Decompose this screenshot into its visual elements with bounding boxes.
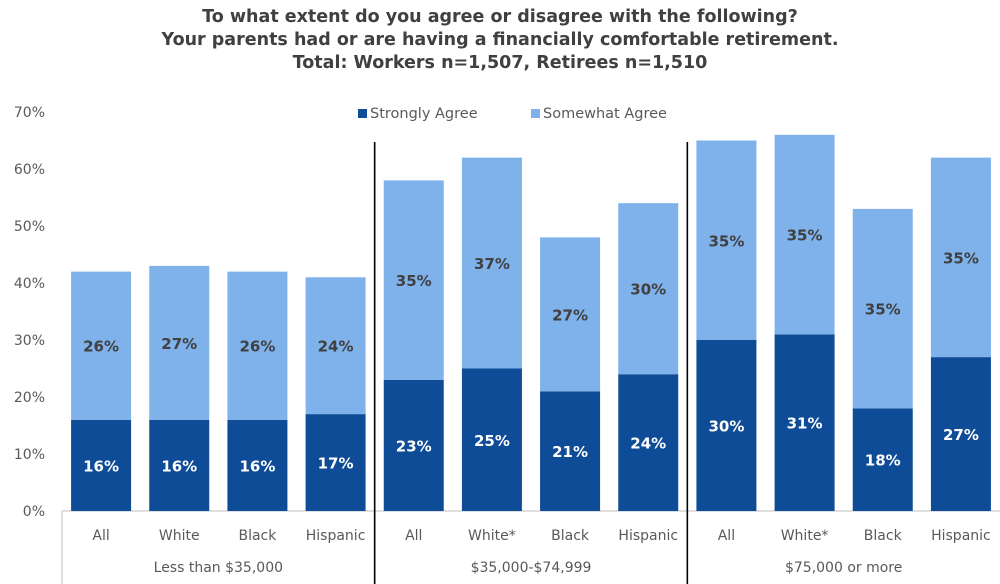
x-tick-label: All <box>405 528 422 544</box>
y-tick-label: 0% <box>23 504 45 520</box>
bar-somewhat-agree <box>774 134 835 335</box>
data-label-strongly-agree: 16% <box>239 457 275 475</box>
x-tick-label: Black <box>238 528 277 544</box>
data-label-strongly-agree: 17% <box>318 455 354 473</box>
y-tick-label: 60% <box>14 162 45 178</box>
y-tick-label: 30% <box>14 333 45 349</box>
data-label-strongly-agree: 16% <box>83 457 119 475</box>
data-label-strongly-agree: 24% <box>630 435 666 453</box>
data-label-somewhat-agree: 26% <box>83 338 119 356</box>
x-tick-label: Hispanic <box>618 528 678 544</box>
bar-strongly-agree <box>774 334 835 511</box>
bar-somewhat-agree <box>71 271 132 420</box>
bar-somewhat-agree <box>305 277 366 415</box>
bar-somewhat-agree <box>149 265 210 420</box>
bar-strongly-agree <box>618 374 679 511</box>
bar-somewhat-agree <box>227 271 288 420</box>
data-label-somewhat-agree: 24% <box>318 338 354 356</box>
data-label-strongly-agree: 30% <box>708 418 744 436</box>
group-label: $35,000-$74,999 <box>471 560 592 576</box>
chart-title-line-3: Total: Workers n=1,507, Retirees n=1,510 <box>292 53 708 73</box>
bar-somewhat-agree <box>852 208 913 409</box>
legend-swatch-strongly-agree <box>358 109 367 118</box>
bar-strongly-agree <box>461 368 522 511</box>
bar-strongly-agree <box>540 391 601 511</box>
x-tick-label: Black <box>551 528 590 544</box>
bar-strongly-agree <box>305 414 366 511</box>
x-tick-label: Hispanic <box>306 528 366 544</box>
bar-somewhat-agree <box>618 203 679 375</box>
x-tick-label: White <box>159 528 200 544</box>
data-label-strongly-agree: 27% <box>943 426 979 444</box>
y-tick-label: 10% <box>14 447 45 463</box>
data-label-somewhat-agree: 27% <box>552 306 588 324</box>
data-label-strongly-agree: 18% <box>865 452 901 470</box>
y-tick-label: 20% <box>14 390 45 406</box>
data-label-somewhat-agree: 27% <box>161 335 197 353</box>
y-tick-label: 40% <box>14 276 45 292</box>
x-tick-label: Hispanic <box>931 528 991 544</box>
data-label-strongly-agree: 16% <box>161 457 197 475</box>
bar-somewhat-agree <box>461 157 522 369</box>
bar-strongly-agree <box>227 419 288 511</box>
data-label-strongly-agree: 31% <box>787 415 823 433</box>
group-label: Less than $35,000 <box>154 560 283 576</box>
data-label-somewhat-agree: 35% <box>396 272 432 290</box>
bar-strongly-agree <box>696 340 757 511</box>
chart-title: To what extent do you agree or disagree … <box>0 6 1000 75</box>
x-tick-label: All <box>92 528 109 544</box>
x-tick-label: Black <box>864 528 903 544</box>
bar-strongly-agree <box>383 379 444 511</box>
bar-somewhat-agree <box>383 180 444 380</box>
legend-label-somewhat-agree: Somewhat Agree <box>543 106 667 122</box>
data-label-somewhat-agree: 37% <box>474 255 510 273</box>
data-label-somewhat-agree: 35% <box>708 232 744 250</box>
data-label-strongly-agree: 25% <box>474 432 510 450</box>
chart-title-line-1: To what extent do you agree or disagree … <box>202 7 798 27</box>
data-label-somewhat-agree: 30% <box>630 281 666 299</box>
bar-strongly-agree <box>71 419 132 511</box>
data-label-somewhat-agree: 35% <box>943 249 979 267</box>
chart-title-line-2: Your parents had or are having a financi… <box>161 30 839 50</box>
bar-strongly-agree <box>930 357 991 511</box>
x-tick-label: White* <box>781 528 829 544</box>
bar-somewhat-agree <box>696 140 757 340</box>
legend-swatch-somewhat-agree <box>531 109 540 118</box>
x-tick-label: White* <box>468 528 516 544</box>
bar-somewhat-agree <box>930 157 991 358</box>
data-label-somewhat-agree: 35% <box>865 301 901 319</box>
y-tick-label: 50% <box>14 219 45 235</box>
y-tick-label: 70% <box>14 105 45 121</box>
data-label-somewhat-agree: 35% <box>787 227 823 245</box>
group-label: $75,000 or more <box>785 560 902 576</box>
legend-label-strongly-agree: Strongly Agree <box>370 106 478 122</box>
bar-strongly-agree <box>149 419 210 511</box>
bar-somewhat-agree <box>540 237 601 392</box>
bar-strongly-agree <box>852 408 913 511</box>
x-tick-label: All <box>718 528 735 544</box>
data-label-strongly-agree: 21% <box>552 443 588 461</box>
data-label-strongly-agree: 23% <box>396 437 432 455</box>
data-label-somewhat-agree: 26% <box>239 338 275 356</box>
